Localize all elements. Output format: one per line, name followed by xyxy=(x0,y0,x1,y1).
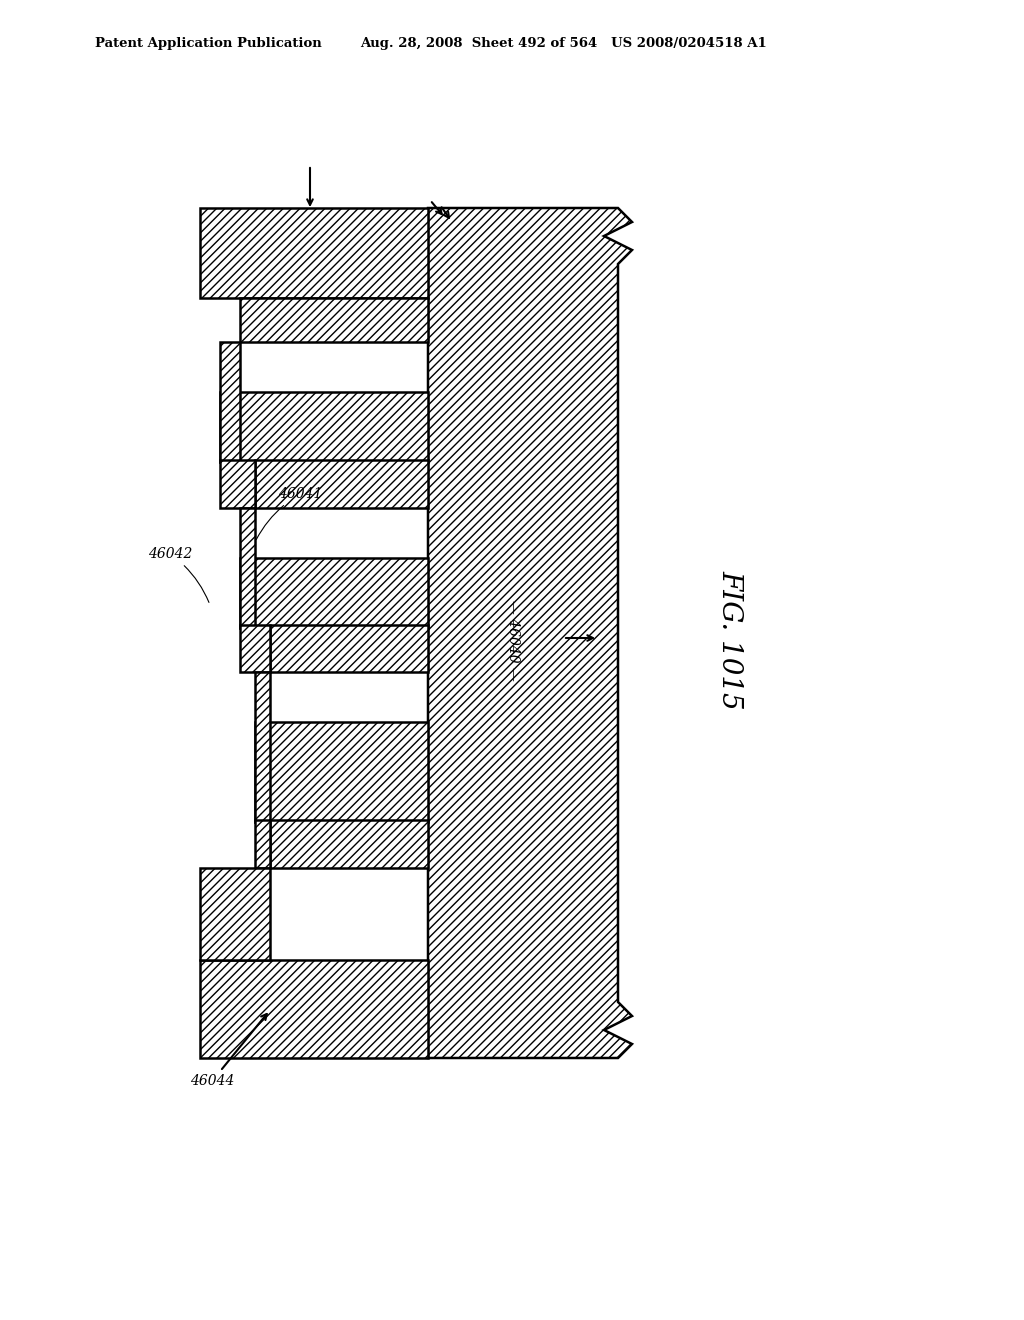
Text: — 46040 —: — 46040 — xyxy=(506,599,520,680)
Text: 46042: 46042 xyxy=(148,546,209,602)
Polygon shape xyxy=(255,820,270,869)
Polygon shape xyxy=(255,459,428,508)
Polygon shape xyxy=(200,960,428,1059)
Text: FIG. 1015: FIG. 1015 xyxy=(717,570,743,710)
Text: 46041: 46041 xyxy=(256,487,323,540)
Polygon shape xyxy=(240,624,270,672)
Polygon shape xyxy=(270,624,428,672)
Polygon shape xyxy=(428,209,632,1059)
Text: Aug. 28, 2008  Sheet 492 of 564   US 2008/0204518 A1: Aug. 28, 2008 Sheet 492 of 564 US 2008/0… xyxy=(360,37,767,50)
Polygon shape xyxy=(240,558,428,628)
Polygon shape xyxy=(255,672,270,822)
Text: 46044: 46044 xyxy=(190,1014,267,1088)
Polygon shape xyxy=(220,342,240,462)
Polygon shape xyxy=(255,722,428,822)
Polygon shape xyxy=(240,298,428,342)
Polygon shape xyxy=(200,869,270,960)
Polygon shape xyxy=(220,392,428,462)
Polygon shape xyxy=(200,209,428,298)
Text: Patent Application Publication: Patent Application Publication xyxy=(95,37,322,50)
Polygon shape xyxy=(270,820,428,869)
Polygon shape xyxy=(220,459,255,508)
Polygon shape xyxy=(240,508,255,628)
